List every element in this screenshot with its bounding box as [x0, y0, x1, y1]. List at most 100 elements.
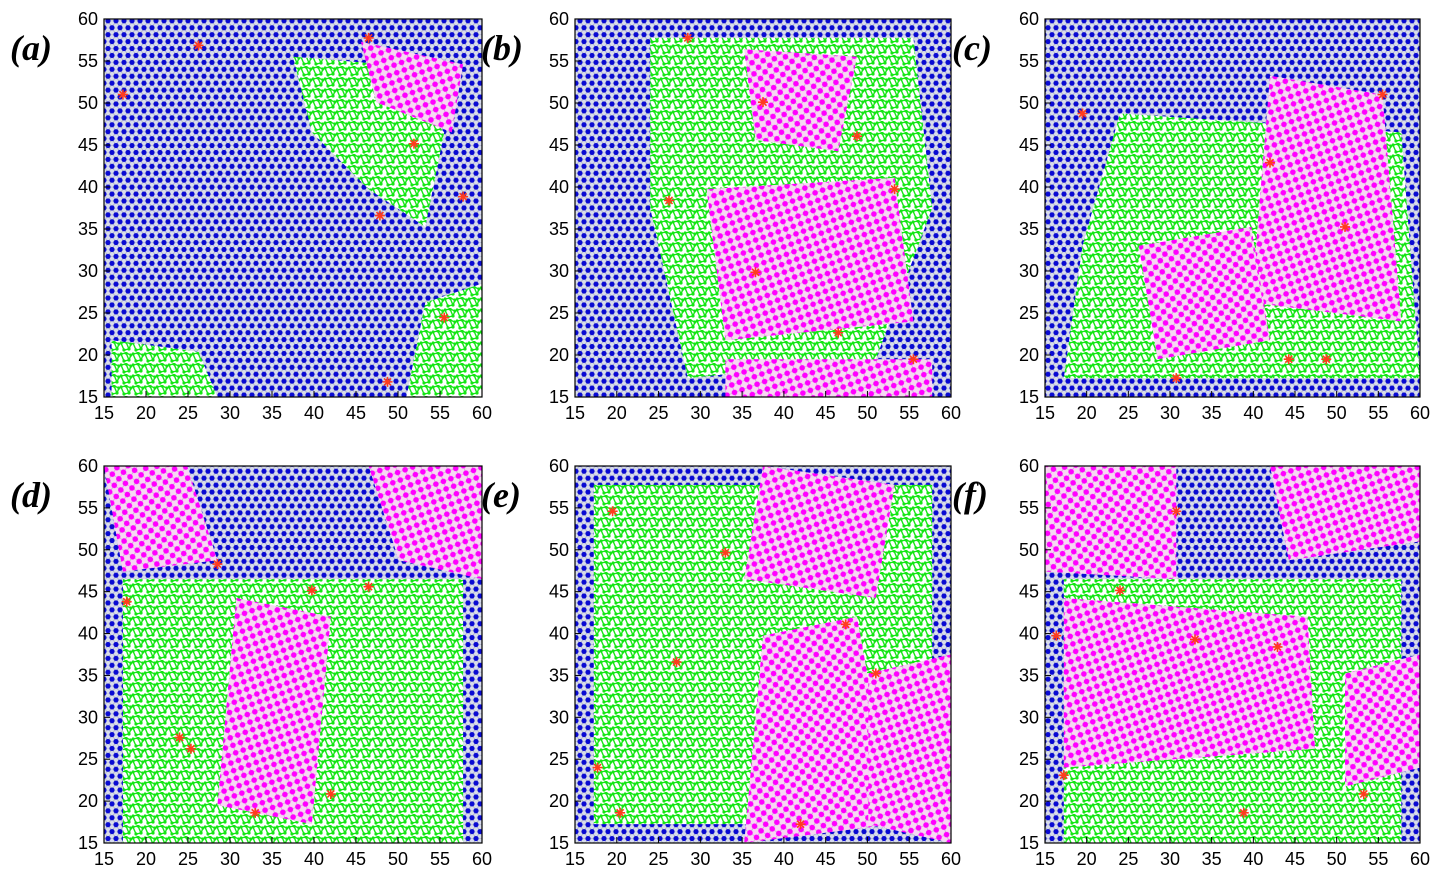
y-tick-label: 50 [549, 93, 569, 113]
y-tick-label: 50 [549, 540, 569, 560]
defect-marker [117, 88, 129, 101]
x-tick-label: 25 [178, 849, 198, 869]
x-tick-label: 60 [941, 403, 961, 423]
y-tick-label: 45 [78, 582, 98, 602]
x-tick-label: 40 [774, 849, 794, 869]
square-region [1251, 75, 1402, 322]
square-region [368, 466, 482, 580]
x-tick-label: 60 [1410, 403, 1430, 423]
defect-marker [1170, 505, 1183, 518]
defect-marker [185, 742, 197, 755]
x-tick-label: 55 [1368, 849, 1388, 869]
y-tick-label: 30 [1019, 261, 1039, 281]
y-tick-label: 15 [78, 833, 98, 853]
x-tick-label: 15 [94, 403, 114, 423]
defect-marker [839, 618, 852, 631]
x-tick-label: 55 [1368, 403, 1388, 423]
y-tick-label: 25 [78, 749, 98, 769]
defect-marker [907, 353, 920, 366]
panel-label: (c) [952, 28, 992, 68]
y-tick-label: 40 [1019, 624, 1039, 644]
defect-marker [374, 209, 386, 222]
y-tick-label: 35 [549, 219, 569, 239]
defect-marker [663, 194, 675, 207]
y-tick-label: 60 [549, 9, 569, 29]
square-region [1045, 466, 1177, 580]
x-tick-label: 35 [262, 849, 282, 869]
x-tick-label: 40 [1243, 403, 1263, 423]
y-tick-label: 60 [78, 9, 98, 29]
x-tick-label: 50 [1327, 403, 1347, 423]
y-tick-label: 40 [1019, 177, 1039, 197]
x-tick-label: 40 [304, 849, 324, 869]
defect-marker [757, 96, 769, 108]
x-tick-label: 45 [1285, 403, 1305, 423]
square-region [1270, 466, 1420, 561]
defect-marker [1189, 633, 1201, 646]
y-tick-label: 55 [78, 498, 98, 518]
lattice-plot [1045, 466, 1420, 843]
y-tick-label: 50 [1019, 540, 1039, 560]
x-tick-label: 45 [816, 849, 836, 869]
plot-frame [1044, 18, 1421, 398]
y-tick-label: 35 [78, 219, 98, 239]
y-tick-label: 55 [1019, 51, 1039, 71]
y-tick-label: 20 [549, 345, 569, 365]
x-tick-label: 30 [1160, 849, 1180, 869]
x-tick-label: 45 [346, 403, 366, 423]
y-tick-label: 20 [1019, 345, 1039, 365]
y-tick-label: 50 [1019, 93, 1039, 113]
y-tick-label: 35 [78, 665, 98, 685]
lattice-plot [575, 19, 951, 397]
x-tick-label: 50 [388, 403, 408, 423]
y-tick-label: 20 [78, 345, 98, 365]
square-region [1345, 654, 1420, 787]
y-tick-label: 25 [1019, 303, 1039, 323]
x-tick-label: 45 [1285, 849, 1305, 869]
defect-marker [591, 761, 604, 774]
defect-marker [192, 39, 205, 52]
y-tick-label: 45 [1019, 582, 1039, 602]
plot-frame [574, 18, 952, 398]
defect-marker [211, 558, 224, 570]
panel-label: (e) [481, 475, 521, 515]
y-tick-label: 25 [549, 749, 569, 769]
x-tick-label: 55 [430, 849, 450, 869]
y-tick-label: 30 [549, 707, 569, 727]
x-tick-label: 20 [136, 849, 156, 869]
y-tick-label: 30 [78, 707, 98, 727]
y-tick-label: 20 [1019, 791, 1039, 811]
y-tick-label: 40 [78, 177, 98, 197]
defect-marker [1271, 641, 1284, 653]
x-tick-label: 30 [690, 849, 710, 869]
x-tick-label: 20 [607, 849, 627, 869]
y-tick-label: 45 [549, 135, 569, 155]
square-region [1063, 598, 1315, 768]
plot-frame [103, 18, 483, 398]
y-tick-label: 30 [78, 261, 98, 281]
defect-marker [1237, 807, 1250, 819]
x-tick-label: 20 [1077, 403, 1097, 423]
y-tick-label: 45 [1019, 135, 1039, 155]
defect-marker [1170, 372, 1183, 384]
y-tick-label: 40 [78, 624, 98, 644]
x-tick-label: 60 [472, 849, 492, 869]
defect-marker [614, 807, 626, 819]
y-tick-label: 60 [1019, 456, 1039, 476]
x-tick-label: 15 [1035, 403, 1055, 423]
y-tick-label: 15 [1019, 387, 1039, 407]
defect-marker [1339, 221, 1351, 233]
y-tick-label: 15 [549, 833, 569, 853]
y-tick-label: 45 [78, 135, 98, 155]
y-tick-label: 55 [1019, 498, 1039, 518]
panel-label: (f) [952, 475, 988, 515]
panel-a: 15 20 25 30 35 40 45 50 55 60 15 20 25 30 35 40 45 50 55 60… [10, 9, 492, 423]
defect-marker [1057, 769, 1070, 781]
x-tick-label: 15 [565, 849, 585, 869]
y-tick-label: 15 [78, 387, 98, 407]
defect-marker [173, 731, 186, 744]
defect-marker [1076, 107, 1089, 120]
y-tick-label: 35 [549, 665, 569, 685]
y-tick-label: 55 [549, 498, 569, 518]
y-tick-label: 30 [549, 261, 569, 281]
